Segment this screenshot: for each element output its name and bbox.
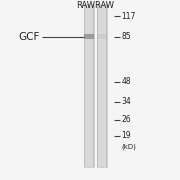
Text: RAWRAW: RAWRAW xyxy=(76,1,114,10)
Bar xyxy=(106,4,107,167)
Text: 19: 19 xyxy=(122,131,131,140)
Text: 26: 26 xyxy=(122,115,131,124)
Text: 85: 85 xyxy=(122,32,131,41)
Text: GCF: GCF xyxy=(18,32,39,42)
Text: 117: 117 xyxy=(122,12,136,21)
Bar xyxy=(84,4,94,167)
Bar xyxy=(84,4,85,167)
Bar xyxy=(93,4,94,167)
Text: 48: 48 xyxy=(122,77,131,86)
Text: (kD): (kD) xyxy=(122,144,136,150)
Bar xyxy=(97,34,107,39)
Text: 34: 34 xyxy=(122,97,131,106)
Bar xyxy=(97,4,107,167)
Bar xyxy=(84,34,94,39)
Bar xyxy=(97,4,98,167)
